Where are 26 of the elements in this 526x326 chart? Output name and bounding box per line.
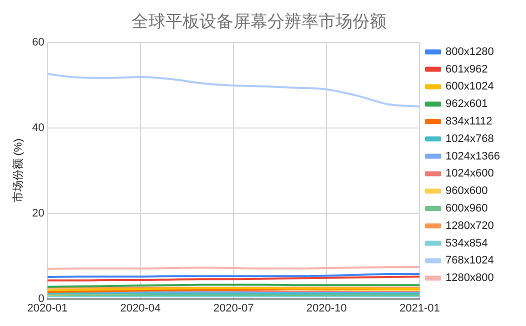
legend-label: 600x960: [446, 202, 488, 215]
x-tick-label: 2020-07: [213, 302, 254, 314]
x-tick-label: 2021-01: [399, 302, 440, 314]
legend-label: 960x600: [446, 185, 488, 198]
legend-label: 1024x768: [446, 132, 494, 145]
legend-label: 1280x720: [446, 220, 494, 232]
legend-label: 1280x800: [446, 272, 494, 284]
legend-label: 1024x600: [446, 168, 494, 180]
y-tick-label: 20: [32, 207, 44, 220]
y-axis-title: 市场份额 (%): [12, 138, 25, 203]
legend-label: 600x1024: [446, 80, 494, 93]
legend-label: 768x1024: [446, 254, 494, 267]
x-tick-label: 2020-01: [27, 302, 68, 314]
legend-label: 962x601: [446, 98, 488, 110]
legend-label: 534x854: [446, 237, 488, 250]
y-tick-label: 0: [38, 292, 44, 305]
y-tick-label: 60: [32, 36, 44, 48]
x-tick-label: 2020-10: [306, 302, 347, 314]
x-tick-label: 2020-04: [120, 302, 161, 314]
y-tick-label: 40: [32, 122, 44, 134]
chart-title: 全球平板设备屏幕分辨率市场份额: [132, 12, 386, 31]
line-series: [47, 73, 420, 108]
legend-label: 1024x1366: [446, 150, 500, 162]
legend-label: 800x1280: [446, 46, 494, 58]
legend-label: 601x962: [446, 63, 488, 76]
legend-label: 834x1112: [446, 116, 492, 128]
